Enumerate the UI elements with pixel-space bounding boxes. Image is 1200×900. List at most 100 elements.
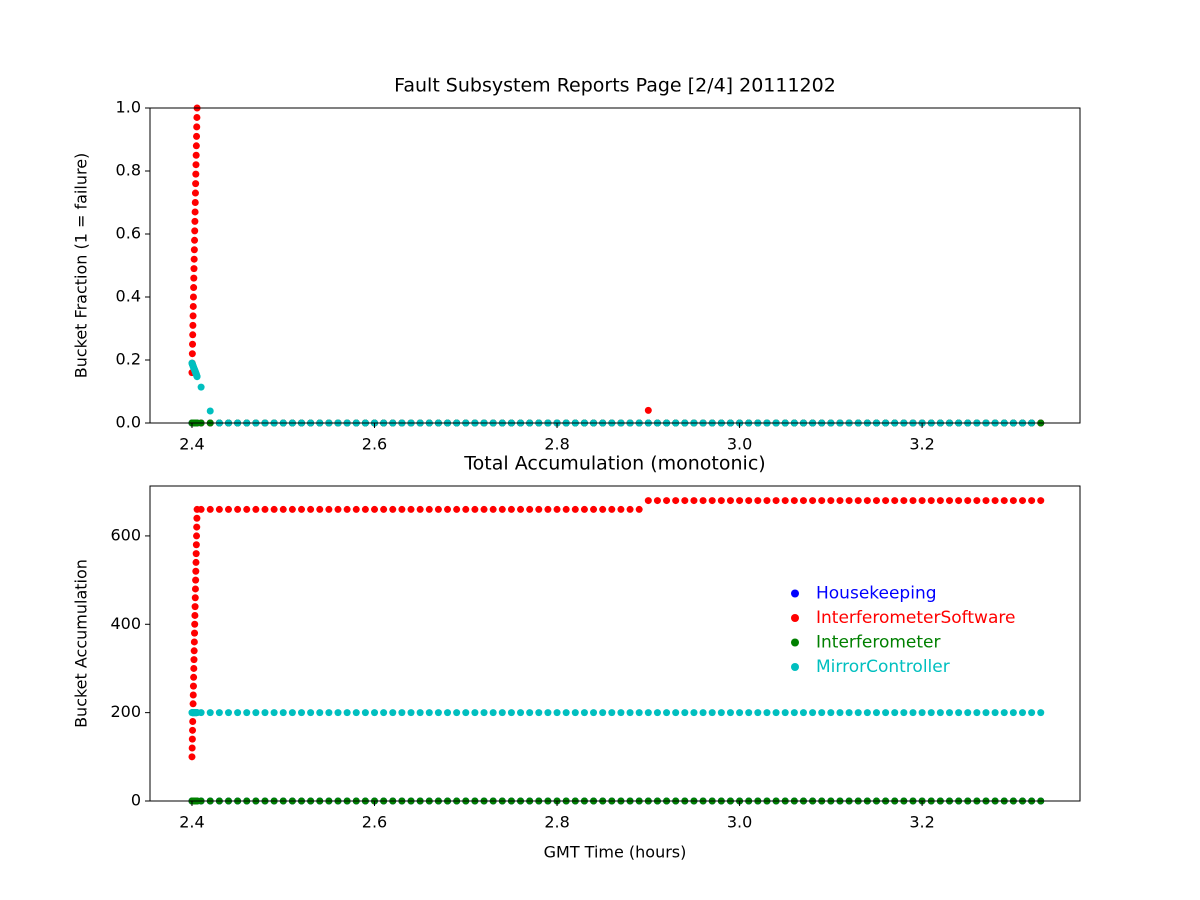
data-point [955,709,963,717]
data-point [206,407,214,415]
data-point [434,709,442,717]
data-point [471,709,479,717]
data-point [234,505,242,513]
data-point [190,673,198,681]
data-point [717,709,725,717]
data-point [799,709,807,717]
y-tick-label: 0.2 [116,350,141,369]
data-point [279,505,287,513]
data-point [726,497,734,505]
legend-label: Housekeeping [816,584,937,604]
data-point [189,312,197,320]
data-point [498,709,506,717]
data-point [872,497,880,505]
x-tick-label: 2.8 [544,435,569,454]
data-point [352,709,360,717]
data-point [193,113,201,121]
data-point [507,709,515,717]
data-point [726,709,734,717]
data-point [193,514,201,522]
data-point [617,505,625,513]
y-tick-label: 600 [110,525,141,544]
data-point [945,497,953,505]
y-tick-label: 0 [131,791,141,810]
data-point [489,505,497,513]
data-point [836,709,844,717]
data-point [371,709,379,717]
data-point [973,709,981,717]
data-point [270,709,278,717]
y-tick-label: 400 [110,614,141,633]
legend-marker [791,589,799,598]
data-point [672,497,680,505]
data-point [288,709,296,717]
data-point [571,505,579,513]
x-tick-label: 3.2 [909,435,934,454]
data-point [193,532,201,540]
data-point [526,709,534,717]
data-point [425,505,433,513]
data-point [644,497,652,505]
y-axis-label: Bucket Fraction (1 = failure) [72,153,91,379]
x-tick-label: 2.6 [362,813,387,832]
data-point [453,505,461,513]
data-point [243,709,251,717]
data-point [189,682,197,690]
x-axis-label: GMT Time (hours) [544,843,687,862]
data-point [307,709,315,717]
data-point [190,638,198,646]
data-point [191,208,199,216]
data-point [325,709,333,717]
data-point [206,505,214,513]
data-point [192,567,200,575]
data-point [189,691,197,699]
data-point [398,709,406,717]
data-point [334,505,342,513]
data-point [190,274,198,282]
data-point [599,709,607,717]
data-point [453,709,461,717]
data-point [190,647,198,655]
data-point [553,505,561,513]
data-point [471,505,479,513]
data-point [480,709,488,717]
data-point [191,585,199,593]
data-point [745,709,753,717]
data-point [991,709,999,717]
x-tick-label: 3.0 [727,813,752,832]
data-point [188,753,196,761]
data-point [191,236,199,244]
data-point [1028,709,1036,717]
data-point [243,505,251,513]
data-point [736,497,744,505]
data-point [288,505,296,513]
data-point [361,505,369,513]
data-point [964,497,972,505]
data-point [599,505,607,513]
data-point [991,497,999,505]
data-point [644,709,652,717]
data-point [189,717,197,725]
y-tick-label: 0.8 [116,161,141,180]
data-point [191,227,199,235]
data-point [936,709,944,717]
data-point [672,709,680,717]
data-point [316,709,324,717]
data-point [708,709,716,717]
data-point [653,709,661,717]
data-point [982,709,990,717]
data-point [190,246,198,254]
x-tick-label: 2.6 [362,435,387,454]
data-point [190,284,198,292]
data-point [316,505,324,513]
data-point [945,709,953,717]
y-tick-label: 0.0 [116,413,141,432]
data-point [1028,497,1036,505]
data-point [909,497,917,505]
data-point [416,709,424,717]
data-point [189,726,197,734]
data-point [307,505,315,513]
data-point [334,709,342,717]
